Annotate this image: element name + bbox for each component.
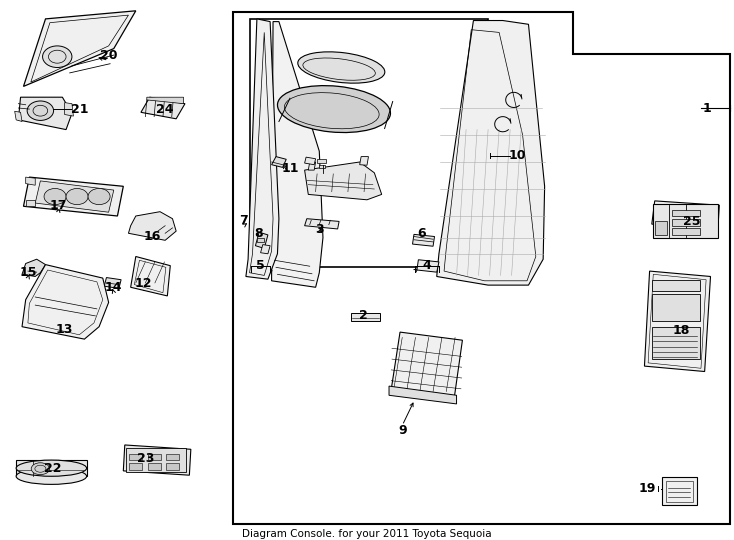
Text: 21: 21: [70, 103, 88, 116]
Ellipse shape: [277, 86, 390, 132]
Text: 1: 1: [702, 102, 711, 114]
Text: 14: 14: [105, 281, 123, 294]
Polygon shape: [123, 445, 191, 475]
Text: 18: 18: [672, 324, 690, 337]
Polygon shape: [23, 177, 123, 216]
Text: 17: 17: [50, 199, 68, 212]
Polygon shape: [23, 11, 136, 86]
Bar: [319, 165, 325, 168]
Polygon shape: [305, 162, 382, 200]
Polygon shape: [22, 265, 109, 339]
Polygon shape: [128, 212, 176, 240]
Polygon shape: [272, 157, 286, 167]
Text: 23: 23: [137, 453, 154, 465]
Text: 20: 20: [100, 49, 117, 62]
Bar: [652, 294, 700, 321]
Bar: [126, 448, 186, 472]
Ellipse shape: [298, 52, 385, 83]
Polygon shape: [22, 259, 46, 276]
Bar: [652, 280, 700, 291]
Text: 15: 15: [19, 266, 37, 279]
Polygon shape: [308, 162, 316, 170]
Bar: [257, 238, 264, 242]
Bar: [351, 313, 380, 321]
Text: 13: 13: [56, 323, 73, 336]
Polygon shape: [104, 278, 121, 288]
Polygon shape: [390, 332, 462, 402]
Polygon shape: [305, 157, 316, 165]
Polygon shape: [360, 157, 368, 165]
Text: 19: 19: [639, 482, 656, 495]
Polygon shape: [18, 97, 72, 130]
Bar: [662, 477, 697, 505]
Bar: [655, 221, 667, 235]
Text: 10: 10: [509, 149, 526, 162]
Bar: [652, 327, 700, 359]
Text: 16: 16: [144, 230, 161, 243]
Polygon shape: [141, 97, 185, 119]
Bar: [166, 463, 179, 470]
Text: 2: 2: [359, 309, 368, 322]
Text: 11: 11: [281, 162, 299, 175]
Polygon shape: [413, 234, 435, 246]
Polygon shape: [305, 219, 339, 229]
Polygon shape: [437, 21, 545, 285]
Polygon shape: [389, 386, 457, 404]
Polygon shape: [147, 97, 184, 104]
Text: 6: 6: [417, 227, 426, 240]
Text: 24: 24: [156, 103, 174, 116]
Bar: [666, 481, 693, 502]
Polygon shape: [233, 12, 730, 524]
Bar: [672, 219, 700, 226]
Circle shape: [27, 101, 54, 120]
Bar: [653, 204, 718, 238]
Circle shape: [88, 188, 110, 205]
Bar: [166, 454, 179, 460]
Text: 25: 25: [683, 215, 700, 228]
Bar: [317, 159, 326, 163]
Text: 12: 12: [134, 277, 152, 290]
Polygon shape: [15, 111, 22, 122]
Polygon shape: [35, 181, 114, 212]
Polygon shape: [255, 232, 268, 248]
Polygon shape: [26, 177, 35, 185]
Polygon shape: [65, 103, 73, 116]
Ellipse shape: [31, 463, 50, 475]
Ellipse shape: [16, 460, 87, 476]
Bar: [672, 228, 700, 235]
Bar: [148, 463, 161, 470]
Text: Diagram Console. for your 2011 Toyota Sequoia: Diagram Console. for your 2011 Toyota Se…: [242, 529, 492, 538]
Text: 7: 7: [239, 214, 248, 227]
Polygon shape: [417, 260, 439, 272]
Text: 4: 4: [423, 259, 432, 272]
Polygon shape: [246, 19, 279, 279]
Ellipse shape: [16, 468, 87, 484]
Circle shape: [66, 188, 88, 205]
Polygon shape: [272, 22, 323, 287]
Polygon shape: [261, 245, 270, 254]
Circle shape: [44, 188, 66, 205]
Bar: [129, 463, 142, 470]
Polygon shape: [644, 271, 711, 372]
Bar: [148, 454, 161, 460]
Bar: [672, 210, 700, 216]
Text: 8: 8: [254, 227, 263, 240]
Text: 9: 9: [398, 424, 407, 437]
Bar: [129, 454, 142, 460]
Text: 3: 3: [315, 223, 324, 236]
Polygon shape: [131, 256, 170, 296]
Text: 22: 22: [44, 462, 62, 475]
Circle shape: [43, 46, 72, 68]
Polygon shape: [652, 201, 719, 230]
Polygon shape: [26, 200, 35, 206]
Bar: [250, 19, 488, 267]
Text: 5: 5: [256, 259, 265, 272]
Polygon shape: [16, 460, 87, 476]
